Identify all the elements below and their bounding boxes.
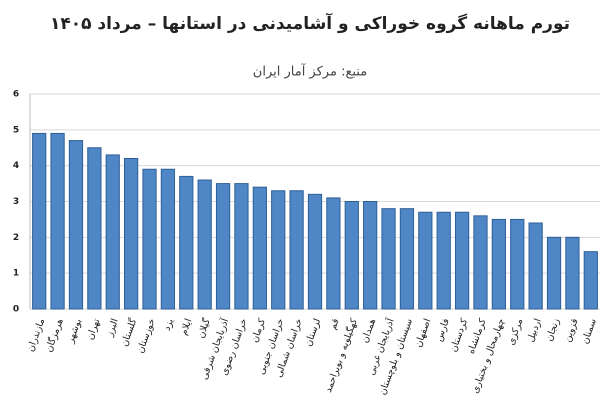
x-tick-label: قزوین: [562, 317, 581, 344]
bar: [307, 193, 323, 310]
chart-title: تورم ماهانه گروه خوراکی و آشامیدنی در اس…: [50, 12, 570, 34]
x-tick-label: اردبیل: [525, 317, 544, 343]
bar: [344, 201, 359, 310]
bar: [87, 147, 102, 310]
y-tick-label: 4: [13, 161, 19, 171]
x-tick-label: همدان: [359, 317, 378, 344]
x-tick-label: زنجان: [544, 317, 562, 343]
x-tick-label: ایلام: [178, 317, 194, 337]
x-tick-label: لرستان: [303, 317, 323, 348]
bar: [454, 211, 470, 310]
bar: [197, 179, 212, 310]
x-tick-label: یزد: [162, 317, 177, 332]
y-tick-label: 3: [13, 197, 19, 207]
bar: [68, 140, 84, 310]
x-tick-label: البرز: [104, 317, 121, 339]
bar: [546, 236, 562, 310]
bar: [215, 183, 231, 310]
bar: [363, 201, 378, 310]
bar: [160, 168, 176, 310]
bar: [528, 222, 543, 310]
bar: [50, 132, 65, 310]
bar: [583, 251, 598, 310]
bar: [124, 158, 139, 310]
bar: [565, 236, 580, 310]
x-tick-label: قم: [327, 317, 341, 331]
x-tick-label: تهران: [85, 317, 103, 342]
x-tick-label: گیلان: [195, 316, 213, 339]
x-tick-label: فارس: [433, 317, 451, 343]
bar: [142, 168, 157, 310]
bar: [32, 132, 47, 310]
bar: [326, 197, 341, 310]
y-tick-label: 0: [13, 305, 19, 315]
x-tick-label: کرمان: [249, 317, 268, 344]
bar: [179, 175, 194, 310]
bar: [491, 218, 506, 310]
bar: [418, 211, 433, 310]
y-tick-label: 1: [13, 269, 19, 279]
y-tick-label: 5: [13, 125, 19, 135]
bar: [381, 208, 396, 310]
x-tick-label: گلستان: [118, 316, 139, 348]
bar: [289, 190, 304, 310]
y-tick-label: 6: [13, 90, 19, 100]
chart-subtitle: منبع: مرکز آمار ایران: [253, 63, 367, 80]
bar: [436, 211, 451, 310]
y-tick-label: 2: [13, 233, 19, 243]
x-tick-label: مرکزی: [506, 317, 526, 347]
bar: [105, 154, 120, 310]
bar: [271, 190, 286, 310]
x-tick-label: بوشهر: [65, 317, 84, 345]
x-tick-label: سمنان: [580, 317, 599, 345]
bar: [510, 218, 525, 310]
bar: [399, 208, 415, 310]
bar: [234, 183, 249, 310]
bar: [252, 186, 267, 310]
bar: [473, 215, 488, 310]
x-tick-label: اصفهان: [413, 317, 434, 349]
